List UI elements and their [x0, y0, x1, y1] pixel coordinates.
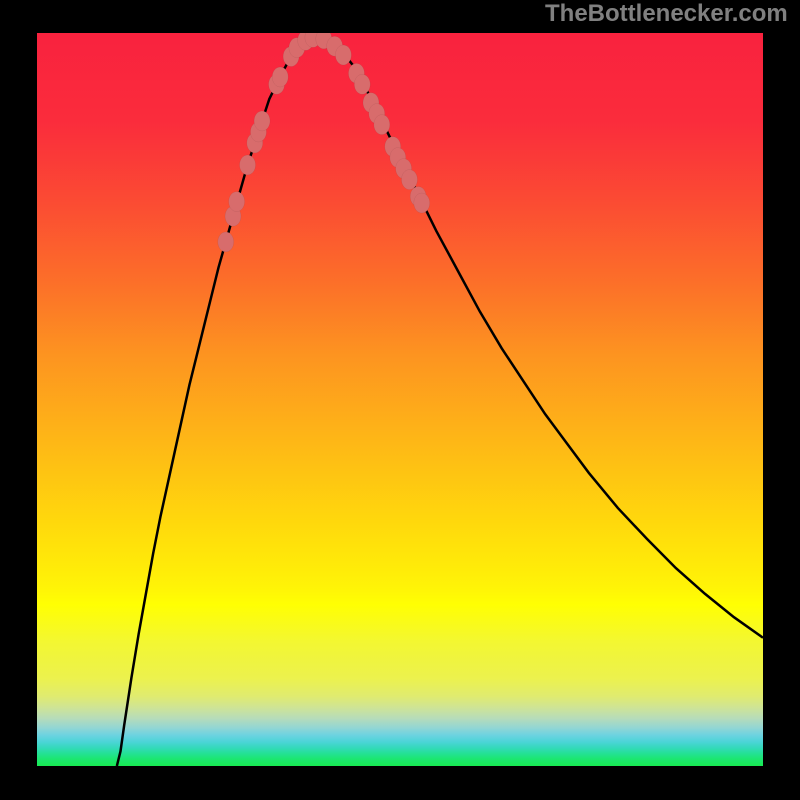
plot-svg: [37, 33, 763, 766]
data-marker: [354, 74, 370, 94]
data-marker: [240, 155, 256, 175]
data-marker: [335, 45, 351, 65]
data-marker: [272, 67, 288, 87]
chart-canvas: TheBottlenecker.com: [0, 0, 800, 800]
data-marker: [401, 170, 417, 190]
watermark-text: TheBottlenecker.com: [545, 0, 788, 28]
data-marker: [229, 192, 245, 212]
data-marker: [414, 193, 430, 213]
data-marker: [254, 111, 270, 131]
data-marker: [374, 115, 390, 135]
plot-area: [37, 33, 763, 766]
data-marker: [218, 232, 234, 252]
